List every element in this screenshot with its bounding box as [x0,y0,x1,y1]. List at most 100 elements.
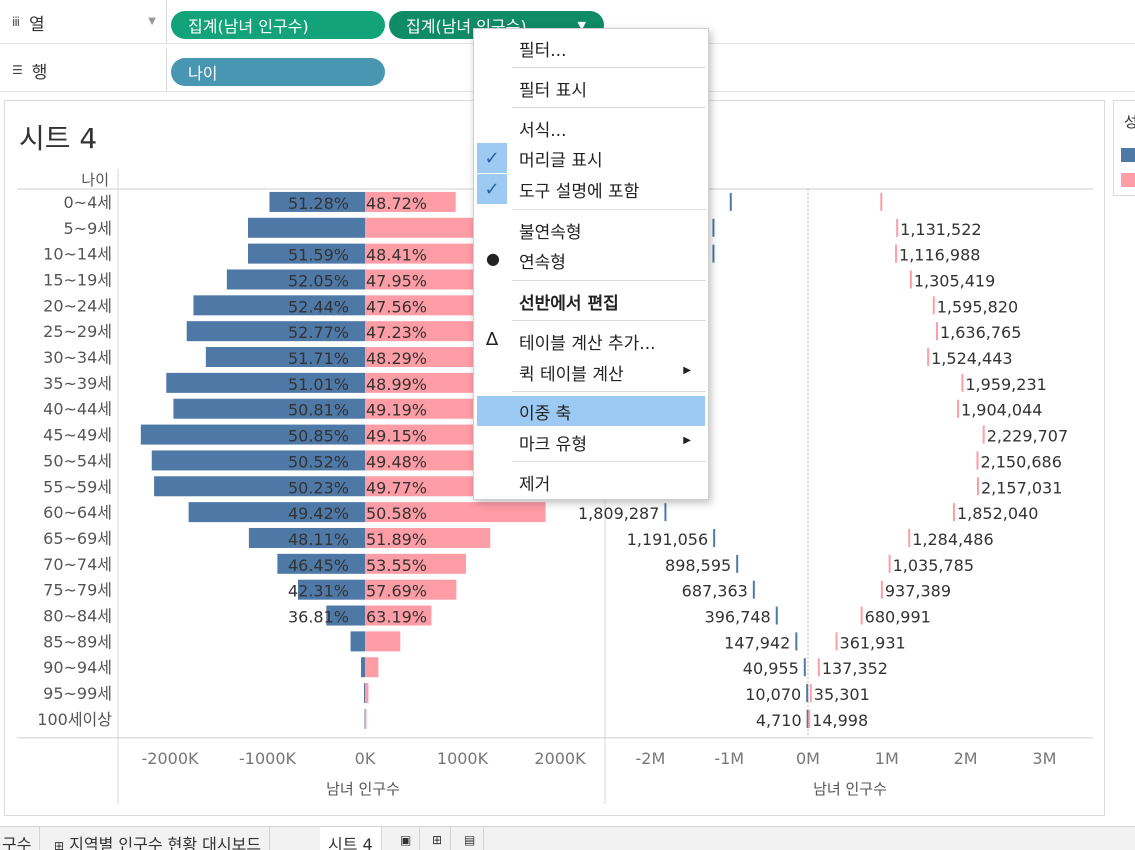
menu-item-discrete[interactable]: 불연속형 [477,215,705,245]
bar-male [186,321,365,342]
menu-item-remove[interactable]: 제거 [477,467,705,497]
bar-male [173,398,365,419]
radio-dot-icon: ● [486,249,500,268]
menu-item-show-header[interactable]: 머리글 표시 [477,143,705,173]
bar-label-female: 48.29% [366,349,427,368]
bar-label-female: 48.99% [366,375,427,394]
mark-label-male: 40,955 [743,659,799,678]
mark-label-female: 35,301 [814,685,870,704]
bar-female [365,683,369,704]
category-label: 60~64세 [43,503,112,522]
mark-label-male: 1,191,056 [627,530,708,549]
bar-label-male: 50.85% [288,427,349,446]
x-axis-title: 남녀 인구수 [813,780,887,798]
legend-swatch-female[interactable] [1121,173,1135,187]
menu-item-quick-table-calc[interactable]: 퀵 테이블 계산 ▶ [477,357,705,387]
legend-swatch-male[interactable] [1121,148,1135,162]
bar-female [365,502,546,523]
category-label: 70~74세 [43,555,112,574]
category-label: 50~54세 [43,451,112,470]
bar-male [248,527,365,548]
new-dashboard-icon[interactable]: ⊞ [424,827,452,850]
bar-label-male: 51.59% [288,246,349,265]
bar-male [166,372,365,393]
rows-icon: ☰ [12,63,23,77]
row-pill-age-label: 나이 [188,64,218,83]
category-label: 85~89세 [43,632,112,651]
x-tick-label: 0M [796,749,820,768]
sheet-title: 시트 4 [19,122,98,155]
menu-item-label: 필터 표시 [519,80,587,101]
menu-separator [512,461,706,462]
x-tick-label: 2M [954,749,978,768]
bar-label-female: 53.55% [366,556,427,575]
bar-male [269,191,365,212]
x-tick-label: -1000K [239,749,296,768]
mark-label-male: 1,809,287 [578,504,659,523]
bar-female [365,243,474,264]
menu-item-label: 마크 유형 [519,434,587,455]
category-label: 15~19세 [43,270,112,289]
menu-separator [512,391,706,392]
category-label: 10~14세 [43,245,112,264]
mark-label-male: 687,363 [682,582,748,601]
row-pill-age[interactable]: 나이 [171,58,385,86]
bar-label-male: 50.81% [288,401,349,420]
bar-label-male: 51.71% [288,349,349,368]
tab-sheet-4[interactable]: 시트 4 [320,827,382,850]
menu-item-continuous[interactable]: 연속형 [477,245,705,275]
menu-item-mark-type[interactable]: 마크 유형 ▶ [477,427,705,457]
new-sheet-icon[interactable]: ▣ [392,827,421,850]
bar-male [248,243,365,264]
column-pill-1[interactable]: 집계(남녀 인구수) [171,11,385,39]
mark-label-female: 361,931 [840,633,906,652]
mark-label-female: 2,229,707 [987,427,1068,446]
row-header-label: 나이 [81,171,109,189]
menu-item-filter[interactable]: 필터... [477,33,705,63]
x-tick-label: 1000K [437,749,489,768]
bar-male [151,450,365,471]
tab-sheet-prev[interactable]: 구수 [0,827,41,850]
bar-label-female: 48.72% [366,194,427,213]
mark-label-female: 1,284,486 [912,530,993,549]
bar-label-female: 49.15% [366,427,427,446]
menu-item-include-tooltip[interactable]: 도구 설명에 포함 [477,174,705,204]
mark-label-male: 10,070 [745,685,801,704]
bar-label-male: 52.44% [288,297,349,316]
menu-item-add-table-calc[interactable]: 테이블 계산 추가... [477,326,705,356]
category-label: 40~44세 [43,400,112,419]
menu-item-label: 테이블 계산 추가... [519,333,656,354]
bar-label-male: 52.05% [288,271,349,290]
bar-female [365,269,493,290]
submenu-arrow-icon: ▶ [683,365,691,376]
x-tick-label: 2000K [534,749,586,768]
bar-male [205,347,365,368]
bar-female [365,527,491,548]
bar-label-female: 51.89% [366,530,427,549]
bar-label-female: 63.19% [366,608,427,627]
menu-item-format[interactable]: 서식... [477,113,705,143]
columns-label: 열 [29,14,45,35]
chevron-down-icon[interactable]: ▼ [148,16,156,27]
menu-separator [512,209,706,210]
mark-label-female: 1,116,988 [899,246,980,265]
tab-label: 지역별 인구수 현황 대시보드 [69,835,262,850]
menu-item-label: 선반에서 편집 [519,293,619,314]
category-label: 45~49세 [43,426,112,445]
menu-item-dual-axis[interactable]: 이중 축 [477,396,705,426]
dashboard-icon: ⊞ [54,839,65,850]
bar-label-female: 47.56% [366,297,427,316]
mark-label-female: 14,998 [812,711,868,730]
menu-item-label: 도구 설명에 포함 [519,181,640,202]
tab-dashboard[interactable]: ⊞ 지역별 인구수 현황 대시보드 [46,827,271,850]
mark-label-female: 1,035,785 [893,556,974,575]
menu-item-show-filter[interactable]: 필터 표시 [477,73,705,103]
bar-label-female: 57.69% [366,582,427,601]
pill-dropdown-icon[interactable]: ▼ [577,19,586,32]
menu-item-edit-in-shelf[interactable]: 선반에서 편집 [477,286,705,316]
mark-label-male: 898,595 [665,556,731,575]
menu-item-label: 서식... [519,120,567,141]
category-label: 55~59세 [43,477,112,496]
new-story-icon[interactable]: ▤ [456,827,485,850]
legend-title: 성 [1124,111,1135,132]
